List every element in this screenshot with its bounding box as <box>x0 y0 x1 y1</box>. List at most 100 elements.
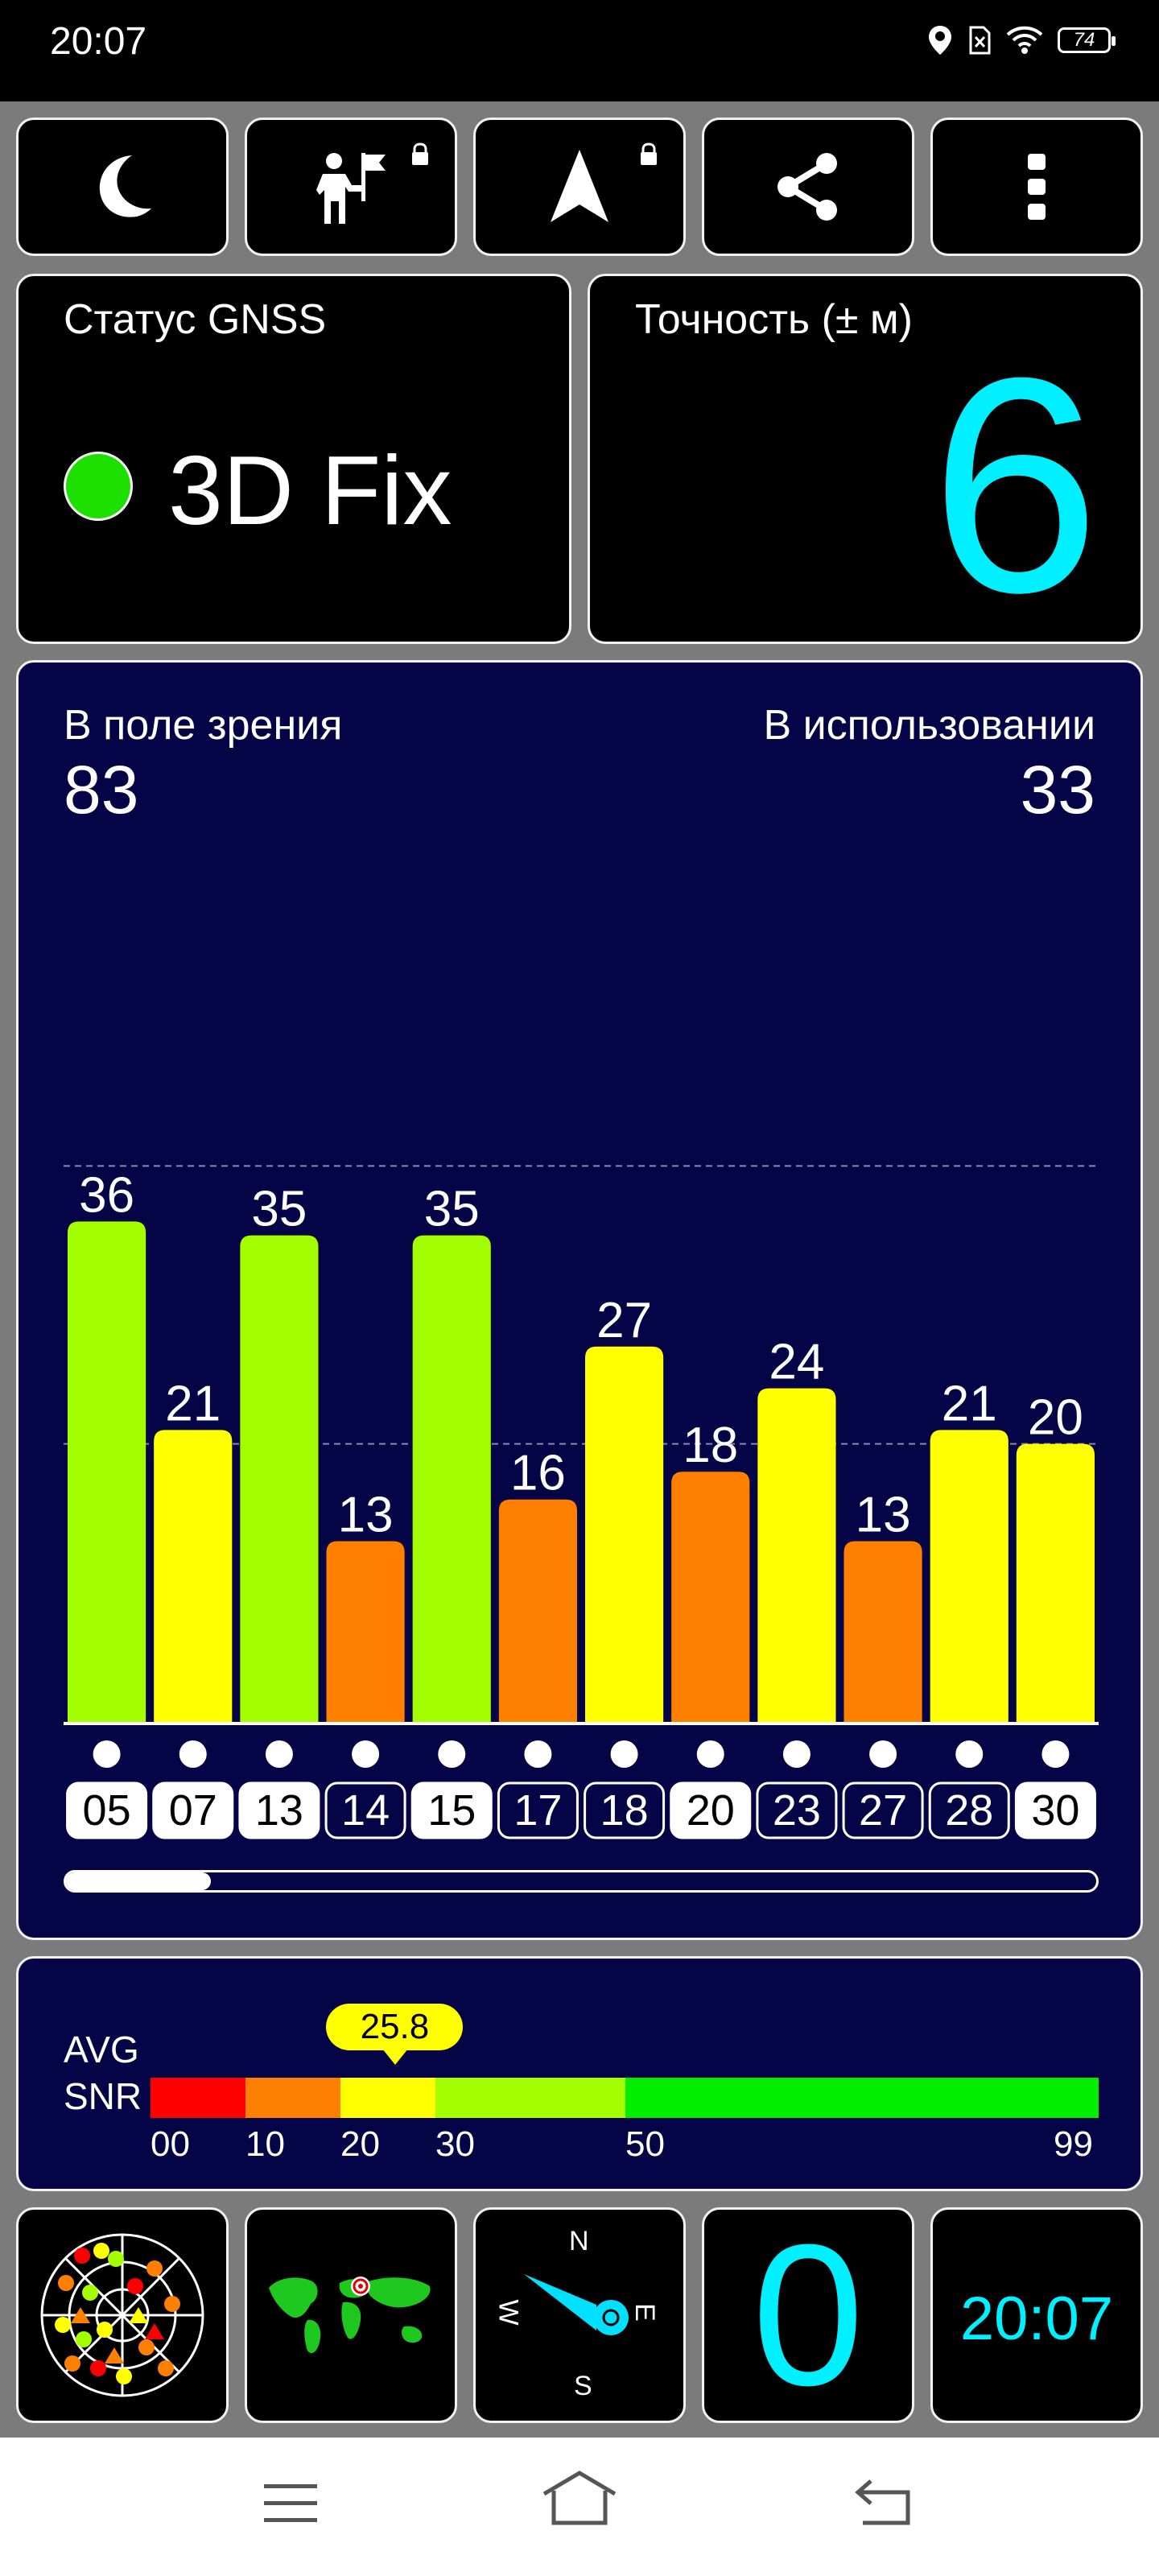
snr-scale-segment <box>625 2078 1099 2118</box>
navigate-button[interactable] <box>473 118 686 256</box>
more-vertical-icon <box>1028 154 1046 220</box>
snr-bar-17 <box>498 1499 577 1722</box>
satellite-id-label: 14 <box>341 1786 390 1835</box>
speed-value: 0 <box>752 2202 864 2427</box>
compass-north: N <box>569 2226 589 2256</box>
snr-tick-label: 10 <box>245 2124 285 2164</box>
snr-color-scale <box>151 2078 1099 2118</box>
snr-bar-14 <box>326 1541 405 1722</box>
bar-value-label: 24 <box>769 1335 824 1390</box>
clock-widget[interactable]: 20:07 <box>930 2207 1143 2423</box>
bar-value-label: 36 <box>79 1167 134 1223</box>
satellite-marker <box>610 1740 638 1768</box>
satellite-id-box <box>152 1781 234 1839</box>
avg-label: AVG <box>64 2029 139 2070</box>
in-use-count: 33 <box>1020 752 1095 828</box>
snr-tick-label: 30 <box>435 2124 475 2164</box>
waypoint-button[interactable] <box>245 118 457 256</box>
snr-tick-label: 20 <box>340 2124 380 2164</box>
night-mode-button[interactable] <box>16 118 229 256</box>
status-icons: 74 <box>927 24 1116 56</box>
satellite-id-label: 05 <box>83 1786 131 1835</box>
satellite-marker <box>438 1740 466 1768</box>
status-bar: 20:07 74 <box>0 0 1159 101</box>
satellite-id-label: 17 <box>514 1786 562 1835</box>
menu-button[interactable] <box>930 118 1143 256</box>
snr-bar-30 <box>1016 1443 1095 1722</box>
satellite-id-label: 27 <box>859 1786 907 1835</box>
battery-level: 74 <box>1073 29 1095 51</box>
sky-view-widget[interactable] <box>16 2207 229 2423</box>
snr-bar-18 <box>585 1346 664 1722</box>
snr-tick-label: 50 <box>625 2124 665 2164</box>
avg-snr-card[interactable]: AVG SNR 00 10 20 30 50 99 25.8 <box>16 1956 1143 2191</box>
chart-scrollbar-track[interactable] <box>64 1870 1099 1893</box>
satellite-marker <box>265 1740 293 1768</box>
clock-value: 20:07 <box>959 2285 1114 2353</box>
satellite-id-box <box>1014 1781 1096 1839</box>
satellite-id-box <box>756 1781 838 1839</box>
status-time: 20:07 <box>50 20 147 63</box>
lock-icon <box>412 142 428 165</box>
bar-value-label: 16 <box>510 1446 566 1501</box>
snr-scale-ticks: 00 10 20 30 50 99 <box>151 2124 1099 2173</box>
snr-bar-27 <box>843 1541 922 1722</box>
satellite-id-label: 15 <box>427 1786 476 1835</box>
satellite-chart-card[interactable]: В поле зрения 83 В использовании 33 36 05… <box>16 660 1143 1940</box>
fix-status-indicator <box>64 452 133 521</box>
snr-scale-segment <box>151 2078 245 2118</box>
menu-nav-icon[interactable] <box>262 2479 319 2528</box>
satellite-marker <box>1041 1740 1070 1768</box>
bar-value-label: 18 <box>683 1418 738 1473</box>
snr-bar-05 <box>68 1221 146 1722</box>
bar-value-label: 13 <box>856 1488 911 1543</box>
accuracy-label: Точность (± м) <box>635 296 913 343</box>
snr-bar-07 <box>154 1430 233 1722</box>
snr-bar-23 <box>757 1388 836 1722</box>
chart-scrollbar-thumb[interactable] <box>66 1872 211 1890</box>
snr-tick-label: 99 <box>1054 2124 1093 2164</box>
home-nav-icon[interactable] <box>541 2470 618 2528</box>
compass-south: S <box>574 2371 592 2401</box>
satellite-id-label: 18 <box>600 1786 649 1835</box>
in-view-count: 83 <box>64 752 139 828</box>
navigation-arrow-icon <box>551 150 608 222</box>
snr-bar-chart: 36 05 21 07 35 13 13 14 35 15 16 17 27 18 18 20 24 23 13 27… <box>64 1165 1099 1839</box>
in-view-label: В поле зрения <box>64 702 343 749</box>
location-icon <box>929 26 951 55</box>
bar-value-label: 21 <box>942 1376 997 1431</box>
snr-scale-segment <box>340 2078 435 2118</box>
bar-value-label: 35 <box>424 1182 480 1237</box>
accuracy-card[interactable]: Точность (± м) 6 <box>588 274 1143 646</box>
satellite-id-box <box>497 1781 579 1839</box>
satellite-id-label: 20 <box>687 1786 735 1835</box>
snr-bar-15 <box>412 1235 491 1722</box>
satellite-id-box <box>670 1781 752 1839</box>
satellite-marker <box>955 1740 984 1768</box>
in-use-label: В использовании <box>763 702 1096 749</box>
snr-bar-20 <box>671 1472 750 1722</box>
avg-snr-value: 25.8 <box>326 2004 464 2065</box>
snr-scale-segment <box>245 2078 340 2118</box>
satellite-marker <box>869 1740 897 1768</box>
compass-widget[interactable]: N S E W <box>473 2207 686 2423</box>
lock-icon <box>641 142 657 165</box>
gnss-status-card[interactable]: Статус GNSS 3D Fix <box>16 274 571 644</box>
bar-value-label: 35 <box>251 1182 307 1237</box>
share-button[interactable] <box>702 118 914 256</box>
snr-scale-segment <box>435 2078 625 2118</box>
speed-widget[interactable]: 0 <box>702 2207 914 2423</box>
bar-value-label: 20 <box>1028 1390 1083 1446</box>
satellite-id-label: 30 <box>1031 1786 1079 1835</box>
avg-snr-value-text: 25.8 <box>360 2007 430 2046</box>
satellite-marker <box>352 1740 380 1768</box>
satellite-id-box <box>842 1781 924 1839</box>
back-nav-icon[interactable] <box>852 2476 913 2528</box>
bar-value-label: 13 <box>338 1488 394 1543</box>
world-map-widget[interactable] <box>245 2207 457 2423</box>
satellite-id-label: 13 <box>255 1786 303 1835</box>
system-navigation-bar <box>0 2438 1159 2576</box>
person-flag-icon <box>316 153 386 224</box>
bar-value-label: 27 <box>596 1293 652 1348</box>
satellite-marker <box>524 1740 552 1768</box>
